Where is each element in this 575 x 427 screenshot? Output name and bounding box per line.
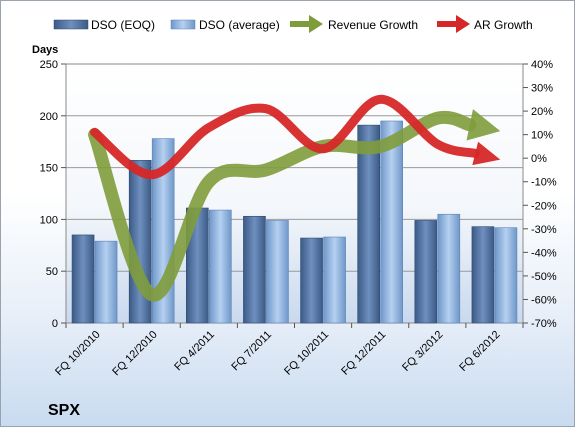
right-tick-label: -70% xyxy=(531,318,557,330)
right-tick-label: 40% xyxy=(531,59,553,71)
legend-arrowhead-ar-growth xyxy=(456,15,470,33)
legend-swatch-dso-average xyxy=(170,19,196,30)
bar-dso-average-3 xyxy=(266,220,289,324)
x-axis-ticks: FQ 10/2010 FQ 12/2010 FQ 4/2011 FQ 7/2011 FQ… xyxy=(53,323,524,379)
x-tick-label: FQ 10/2010 xyxy=(53,329,103,379)
bar-dso-eoq-6 xyxy=(414,220,438,324)
bar-dso-eoq-3 xyxy=(243,215,266,324)
right-tick-label: 20% xyxy=(531,106,553,118)
x-tick-label: FQ 6/2012 xyxy=(457,329,502,374)
x-tick-label: FQ 12/2011 xyxy=(339,329,388,378)
left-axis-title: Days xyxy=(32,44,58,56)
left-tick-label: 250 xyxy=(40,59,58,71)
bar-dso-average-2 xyxy=(209,209,232,324)
legend-item-dso-average: DSO (average) xyxy=(170,18,280,32)
legend-item-dso-eoq: DSO (EOQ) xyxy=(53,18,155,32)
arrowhead-revenue-growth xyxy=(466,109,501,141)
legend-item-revenue-growth: Revenue Growth xyxy=(290,15,418,33)
left-tick-label: 0 xyxy=(52,318,58,330)
legend: DSO (EOQ) DSO (average) Revenue Growth A… xyxy=(53,15,533,33)
legend-label-dso-average: DSO (average) xyxy=(199,18,280,32)
bar-dso-average-5 xyxy=(380,120,403,324)
legend-arrowhead-revenue-growth xyxy=(309,15,323,33)
left-tick-label: 50 xyxy=(46,266,58,278)
right-tick-label: -30% xyxy=(531,224,557,236)
bar-dso-average-0 xyxy=(94,240,118,324)
right-tick-label: -50% xyxy=(531,271,557,283)
bar-dso-eoq-4 xyxy=(300,237,323,324)
legend-label-dso-eoq: DSO (EOQ) xyxy=(91,18,155,32)
bar-dso-eoq-7 xyxy=(471,226,495,324)
x-tick-label: FQ 7/2011 xyxy=(229,329,274,374)
right-tick-label: 0% xyxy=(531,153,547,165)
x-tick-label: FQ 3/2012 xyxy=(400,329,445,374)
bar-dso-eoq-5 xyxy=(357,124,380,324)
left-tick-label: 200 xyxy=(40,111,58,123)
bar-dso-eoq-0 xyxy=(71,234,95,324)
right-tick-label: 30% xyxy=(531,83,553,95)
right-tick-label: -20% xyxy=(531,200,557,212)
growth-lines xyxy=(88,94,501,302)
company-label: SPX xyxy=(48,402,80,419)
bar-dso-average-6 xyxy=(437,213,461,324)
arrowhead-ar-growth xyxy=(472,141,501,166)
legend-item-ar-growth: AR Growth xyxy=(437,15,533,33)
legend-swatch-dso-eoq xyxy=(53,19,89,30)
x-tick-label: FQ 10/2011 xyxy=(282,329,331,378)
right-axis-ticks: 40% 30% 20% 10% 0% -10% -20% -30% -40% -50% -60% -7… xyxy=(523,59,557,330)
bar-dso-average-7 xyxy=(494,227,518,324)
legend-label-revenue-growth: Revenue Growth xyxy=(328,18,418,32)
x-tick-label: FQ 12/2010 xyxy=(110,329,160,379)
left-axis-ticks: 0 50 100 150 200 250 xyxy=(40,59,66,330)
right-tick-label: -10% xyxy=(531,177,557,189)
x-tick-label: FQ 4/2011 xyxy=(172,329,217,374)
bar-dso-average-4 xyxy=(323,236,346,324)
right-tick-label: -40% xyxy=(531,247,557,259)
left-tick-label: 100 xyxy=(40,214,58,226)
legend-label-ar-growth: AR Growth xyxy=(474,18,533,32)
right-tick-label: -60% xyxy=(531,294,557,306)
left-tick-label: 150 xyxy=(40,163,58,175)
right-tick-label: 10% xyxy=(531,130,553,142)
line-ar-growth xyxy=(90,94,480,180)
